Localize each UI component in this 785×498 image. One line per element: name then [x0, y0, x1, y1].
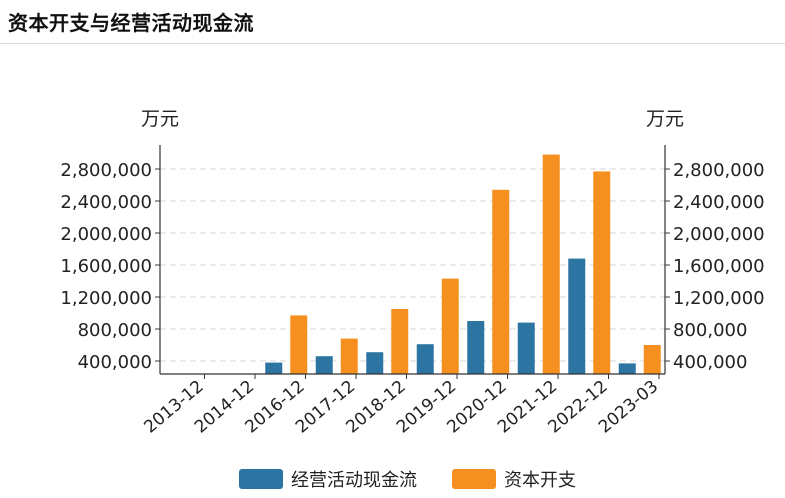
y-tick-label-right: 1,200,000	[673, 288, 765, 309]
bar-capex[interactable]	[391, 309, 409, 374]
y-tick-label-right: 1,600,000	[673, 256, 765, 277]
axes: 400,000 400,000 800,000 800,000 1,200,000 1,2…	[60, 145, 765, 437]
bar-capex[interactable]	[340, 338, 358, 374]
y-tick-label-right: 2,000,000	[673, 224, 765, 245]
bar-operating-cash-flow[interactable]	[517, 322, 535, 374]
bar-capex[interactable]	[542, 154, 560, 374]
y-tick-label-right: 2,800,000	[673, 160, 765, 181]
y-tick-label-left: 2,800,000	[60, 160, 152, 181]
legend-swatch-operating-cash-flow	[239, 469, 283, 489]
y-tick-label-right: 2,400,000	[673, 192, 765, 213]
bar-operating-cash-flow[interactable]	[416, 344, 434, 374]
legend-item-capex[interactable]: 资本开支	[452, 467, 576, 491]
bar-operating-cash-flow[interactable]	[315, 356, 333, 374]
bar-capex[interactable]	[492, 189, 510, 374]
y-tick-label-left: 1,200,000	[60, 288, 152, 309]
y-tick-label-right: 800,000	[673, 320, 747, 341]
legend: 经营活动现金流 资本开支	[0, 467, 785, 491]
grid-lines	[160, 168, 665, 362]
y-tick-label-left: 2,000,000	[60, 224, 152, 245]
page-title: 资本开支与经营活动现金流	[8, 11, 254, 35]
bar-operating-cash-flow[interactable]	[568, 258, 586, 374]
y-tick-label-left: 400,000	[78, 352, 152, 373]
legend-label-capex: 资本开支	[504, 470, 576, 491]
bar-capex[interactable]	[593, 171, 611, 374]
y-tick-label-right: 400,000	[673, 352, 747, 373]
y-axis-unit-left: 万元	[141, 108, 179, 130]
y-tick-label-left: 2,400,000	[60, 192, 152, 213]
bar-capex[interactable]	[290, 315, 308, 374]
bars	[265, 154, 661, 374]
bar-operating-cash-flow[interactable]	[265, 362, 283, 374]
legend-label-operating-cash-flow: 经营活动现金流	[291, 470, 417, 491]
bar-operating-cash-flow[interactable]	[467, 321, 485, 374]
legend-item-operating-cash-flow[interactable]: 经营活动现金流	[239, 467, 417, 491]
bar-capex[interactable]	[643, 345, 661, 374]
bar-operating-cash-flow[interactable]	[618, 363, 636, 374]
y-tick-label-left: 1,600,000	[60, 256, 152, 277]
legend-swatch-capex	[452, 469, 496, 489]
bar-capex[interactable]	[441, 278, 459, 374]
bar-operating-cash-flow[interactable]	[366, 352, 384, 374]
page-header: 资本开支与经营活动现金流	[0, 0, 785, 44]
y-axis-unit-right: 万元	[646, 108, 684, 130]
y-tick-label-left: 800,000	[78, 320, 152, 341]
